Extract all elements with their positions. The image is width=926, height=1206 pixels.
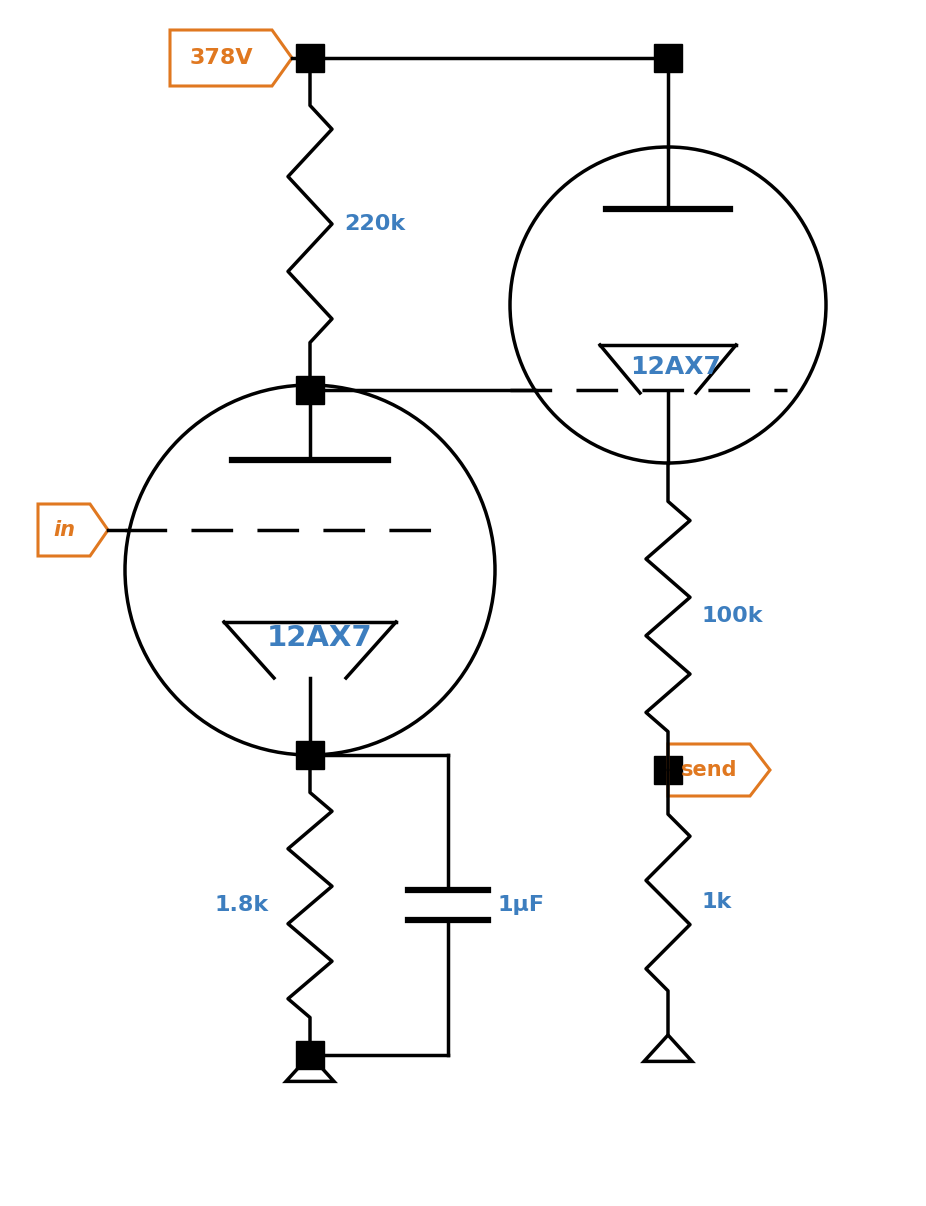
Text: 1k: 1k [702,892,732,913]
Text: 378V: 378V [189,48,253,68]
Bar [296,43,324,72]
Text: 220k: 220k [344,213,406,234]
Text: 1μF: 1μF [498,895,545,915]
Text: 100k: 100k [702,607,764,626]
Text: 12AX7: 12AX7 [267,624,373,652]
Text: 12AX7: 12AX7 [631,355,721,379]
Bar [654,43,682,72]
Text: send: send [681,760,737,780]
Bar [654,756,682,784]
Text: in: in [53,520,75,540]
Bar [296,1041,324,1069]
Text: 1.8k: 1.8k [215,895,269,915]
Bar [296,376,324,404]
Bar [296,740,324,769]
